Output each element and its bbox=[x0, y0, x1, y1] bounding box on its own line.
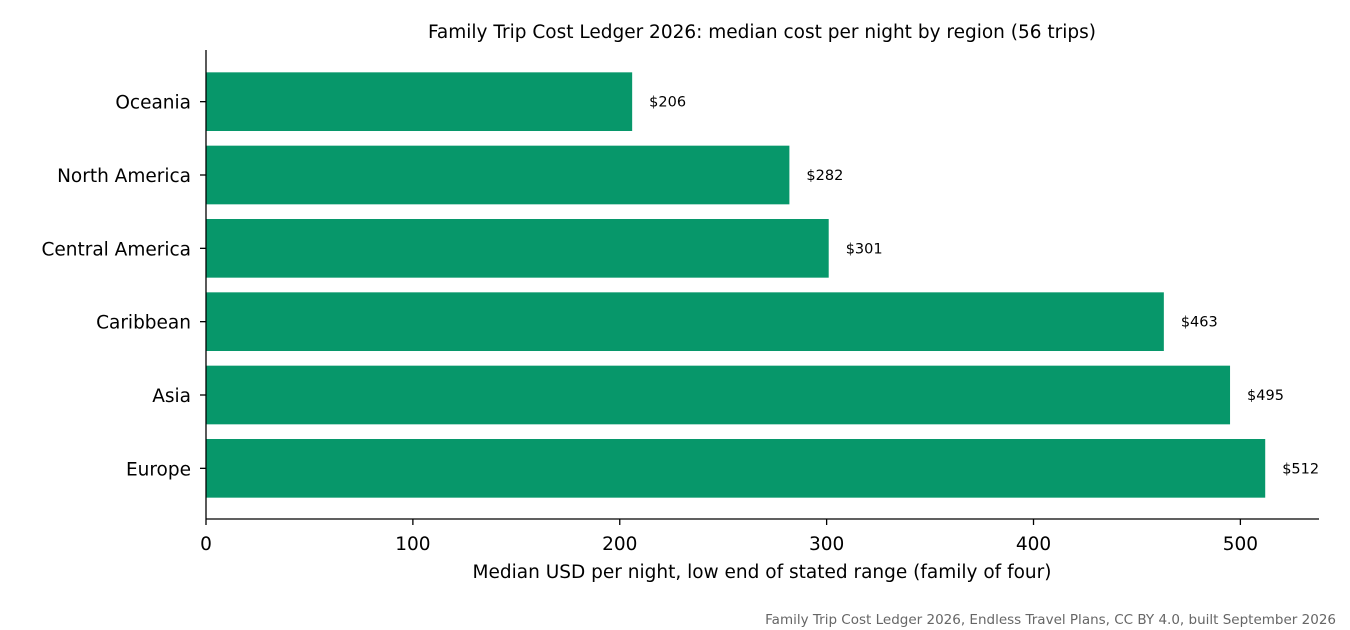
value-labels-group: $206 $282 $301 $463 $495 $512 bbox=[649, 95, 1319, 478]
value-label-north-america: $282 bbox=[806, 168, 843, 184]
x-axis: 0 100 200 300 400 500 bbox=[200, 518, 1319, 555]
y-tick-label-oceania: Oceania bbox=[115, 93, 191, 114]
x-tick-label-500: 500 bbox=[1223, 534, 1258, 555]
bar-north-america bbox=[206, 145, 790, 205]
value-label-europe: $512 bbox=[1282, 461, 1319, 477]
x-tick-label-0: 0 bbox=[200, 534, 212, 555]
y-tick-label-central-america: Central America bbox=[41, 239, 191, 260]
value-label-asia: $495 bbox=[1247, 388, 1284, 404]
x-tick-label-400: 400 bbox=[1016, 534, 1051, 555]
chart-title: Family Trip Cost Ledger 2026: median cos… bbox=[428, 22, 1096, 43]
bar-oceania bbox=[206, 72, 633, 131]
bar-central-america bbox=[206, 219, 829, 278]
x-axis-label: Median USD per night, low end of stated … bbox=[473, 562, 1052, 583]
value-label-caribbean: $463 bbox=[1181, 315, 1218, 331]
x-tick-label-200: 200 bbox=[602, 534, 637, 555]
x-tick-label-300: 300 bbox=[809, 534, 844, 555]
bars-group bbox=[206, 72, 1266, 498]
source-note: Family Trip Cost Ledger 2026, Endless Tr… bbox=[765, 612, 1336, 628]
y-tick-label-north-america: North America bbox=[57, 166, 191, 187]
y-tick-label-caribbean: Caribbean bbox=[96, 313, 191, 334]
value-label-oceania: $206 bbox=[649, 95, 686, 111]
bar-europe bbox=[206, 439, 1266, 498]
value-label-central-america: $301 bbox=[846, 241, 883, 257]
x-tick-label-100: 100 bbox=[395, 534, 430, 555]
bar-asia bbox=[206, 365, 1231, 425]
y-tick-label-europe: Europe bbox=[126, 459, 191, 480]
y-axis: Oceania North America Central America Carib… bbox=[41, 50, 207, 519]
y-tick-label-asia: Asia bbox=[152, 386, 191, 407]
bar-caribbean bbox=[206, 292, 1164, 351]
